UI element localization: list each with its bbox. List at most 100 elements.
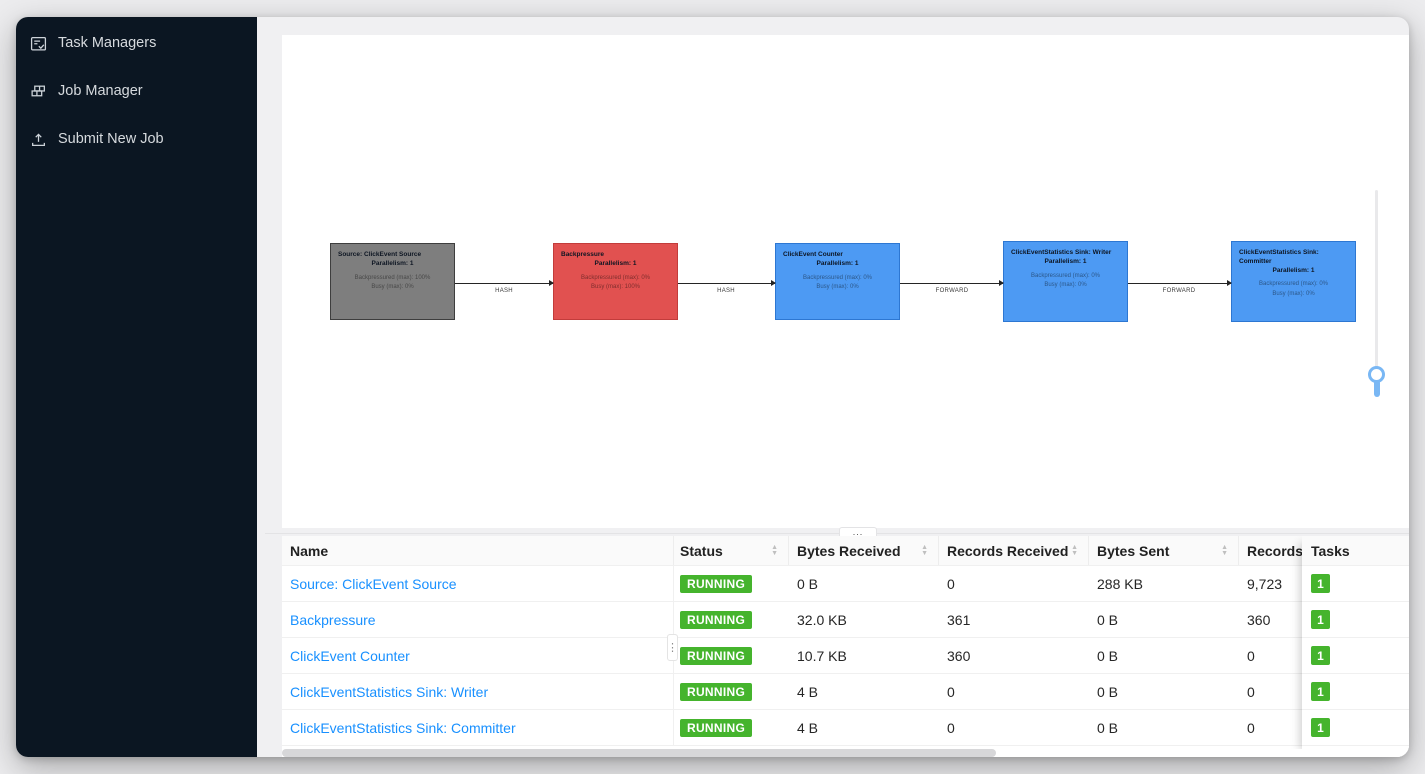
node-busy: Busy (max): 0% [1272, 290, 1315, 297]
vertex-table-panel: Name Status ▲ ▼ Bytes Received ▲ ▼ Records… [282, 536, 1409, 757]
schedule-icon [30, 35, 47, 52]
graph-edge [900, 280, 1004, 286]
edge-label: HASH [495, 288, 513, 294]
edge-label: FORWARD [1162, 288, 1196, 294]
app-window: Task Managers Job Manager Submit New Job… [16, 17, 1409, 757]
node-backpressured: Backpressured (max): 0% [802, 274, 873, 281]
bytes-sent-value: 0 B [1097, 647, 1119, 664]
node-busy: Busy (max): 0% [816, 283, 859, 290]
tasks-count-badge: 1 [1311, 610, 1330, 629]
graph-node-backpressure[interactable]: Backpressure Parallelism: 1 Backpressure… [553, 243, 678, 320]
node-title: Backpressure [561, 251, 604, 258]
main-area: Source: ClickEvent Source Parallelism: 1… [257, 17, 1409, 757]
sort-icon[interactable]: ▲ ▼ [1221, 544, 1228, 557]
records-sent-value: 360 [1247, 611, 1271, 628]
status-badge: RUNNING [680, 682, 753, 701]
status-badge: RUNNING [680, 574, 753, 593]
tasks-count-badge: 1 [1311, 574, 1330, 593]
node-title: ClickEventStatistics Sink: Committer [1239, 249, 1319, 265]
vertex-link[interactable]: ClickEvent Counter [290, 647, 410, 664]
tasks-fixed-column: Tasks 1 1 1 1 1 [1302, 536, 1409, 757]
zoom-slider-handle[interactable] [1368, 366, 1385, 383]
node-parallelism: Parallelism: 1 [1044, 257, 1087, 265]
sidebar: Task Managers Job Manager Submit New Job [16, 17, 257, 757]
records-received-value: 361 [947, 611, 971, 628]
tasks-count-badge: 1 [1311, 682, 1330, 701]
table-row: ClickEvent Counter RUNNING 10.7 KB 360 0… [282, 638, 1392, 674]
tasks-count-badge: 1 [1311, 646, 1330, 665]
records-received-value: 0 [947, 683, 955, 700]
node-title: ClickEventStatistics Sink: Writer [1011, 249, 1112, 256]
sort-icon[interactable]: ▲ ▼ [1071, 544, 1078, 557]
graph-edge [1128, 280, 1232, 286]
status-badge: RUNNING [680, 610, 753, 629]
graph-edge [455, 280, 554, 286]
zoom-slider-handle-stem [1374, 380, 1380, 397]
column-header-name: Name [282, 536, 674, 565]
column-header-status[interactable]: Status ▲ ▼ [674, 536, 789, 565]
sidebar-item-label: Submit New Job [58, 131, 164, 147]
tasks-count-badge: 1 [1311, 718, 1330, 737]
sidebar-item-label: Job Manager [58, 83, 143, 99]
column-resize-handle[interactable]: ⋮ [667, 634, 678, 661]
build-blocks-icon [30, 83, 47, 100]
edge-label: FORWARD [935, 288, 969, 294]
bytes-received-value: 0 B [797, 575, 819, 592]
bytes-received-value: 10.7 KB [797, 647, 847, 664]
table-row: Backpressure RUNNING 32.0 KB 361 0 B 360 [282, 602, 1392, 638]
records-sent-value: 0 [1247, 647, 1255, 664]
vertex-link[interactable]: ClickEventStatistics Sink: Committer [290, 719, 516, 736]
bytes-sent-value: 0 B [1097, 719, 1119, 736]
status-badge: RUNNING [680, 718, 753, 737]
table-header-row: Name Status ▲ ▼ Bytes Received ▲ ▼ Records… [282, 536, 1392, 566]
node-backpressured: Backpressured (max): 0% [580, 274, 651, 281]
sidebar-item-job-manager[interactable]: Job Manager [16, 67, 257, 115]
graph-node-source[interactable]: Source: ClickEvent Source Parallelism: 1… [330, 243, 455, 320]
records-sent-value: 9,723 [1247, 575, 1283, 592]
node-parallelism: Parallelism: 1 [1272, 266, 1315, 274]
sidebar-item-submit-new-job[interactable]: Submit New Job [16, 115, 257, 163]
records-received-value: 360 [947, 647, 971, 664]
sidebar-item-label: Task Managers [58, 35, 157, 51]
sort-icon[interactable]: ▲ ▼ [771, 544, 778, 557]
bytes-sent-value: 0 B [1097, 683, 1119, 700]
node-backpressured: Backpressured (max): 0% [1258, 281, 1329, 288]
node-parallelism: Parallelism: 1 [594, 259, 637, 267]
zoom-slider-track[interactable] [1375, 190, 1378, 380]
bytes-received-value: 4 B [797, 683, 819, 700]
records-received-value: 0 [947, 575, 955, 592]
graph-edge [678, 280, 776, 286]
column-header-records-received[interactable]: Records Received ▲ ▼ [939, 536, 1089, 565]
node-busy: Busy (max): 0% [1044, 281, 1087, 288]
records-sent-value: 0 [1247, 719, 1255, 736]
table-row: Source: ClickEvent Source RUNNING 0 B 0 … [282, 566, 1392, 602]
node-busy: Busy (max): 0% [371, 283, 414, 290]
vertex-link[interactable]: ClickEventStatistics Sink: Writer [290, 683, 489, 700]
graph-node-sink-writer[interactable]: ClickEventStatistics Sink: Writer Parall… [1003, 241, 1128, 322]
scrollbar-thumb[interactable] [282, 749, 996, 757]
upload-icon [30, 131, 47, 148]
column-header-bytes-sent[interactable]: Bytes Sent ▲ ▼ [1089, 536, 1239, 565]
horizontal-scrollbar[interactable] [282, 749, 1409, 757]
node-parallelism: Parallelism: 1 [816, 259, 859, 267]
records-sent-value: 0 [1247, 683, 1255, 700]
bytes-received-value: 32.0 KB [797, 611, 847, 628]
node-backpressured: Backpressured (max): 100% [354, 274, 431, 281]
edge-label: HASH [717, 288, 735, 294]
vertical-dots-icon: ⋮ [667, 642, 678, 654]
graph-node-sink-committer[interactable]: ClickEventStatistics Sink: Committer Par… [1231, 241, 1356, 322]
node-title: Source: ClickEvent Source [338, 251, 422, 258]
bytes-sent-value: 0 B [1097, 611, 1119, 628]
sort-icon[interactable]: ▲ ▼ [921, 544, 928, 557]
node-parallelism: Parallelism: 1 [371, 259, 414, 267]
column-header-bytes-received[interactable]: Bytes Received ▲ ▼ [789, 536, 939, 565]
vertex-link[interactable]: Source: ClickEvent Source [290, 575, 457, 592]
bytes-sent-value: 288 KB [1097, 575, 1143, 592]
column-header-tasks: Tasks [1302, 536, 1409, 566]
node-backpressured: Backpressured (max): 0% [1030, 272, 1101, 279]
table-row: ClickEventStatistics Sink: Committer RUN… [282, 710, 1392, 746]
sidebar-item-task-managers[interactable]: Task Managers [16, 19, 257, 67]
job-graph-panel: Source: ClickEvent Source Parallelism: 1… [282, 35, 1409, 528]
vertex-link[interactable]: Backpressure [290, 611, 376, 628]
graph-node-counter[interactable]: ClickEvent Counter Parallelism: 1 Backpr… [775, 243, 900, 320]
